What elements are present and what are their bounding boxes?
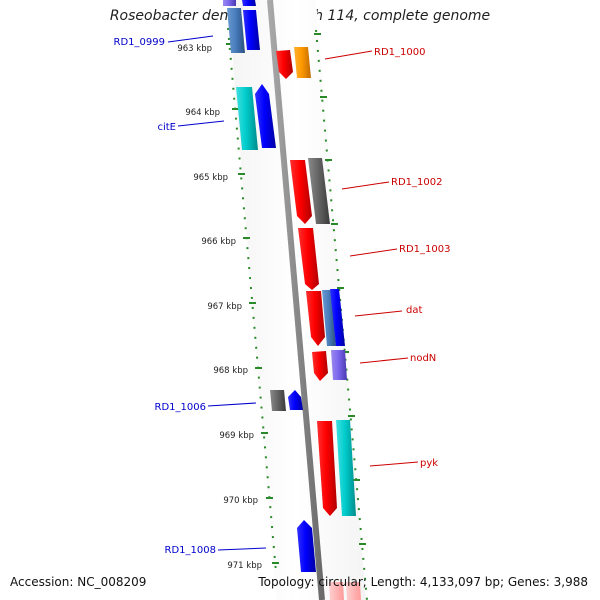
gene-block-rd1-1002-gray[interactable] [308, 158, 330, 224]
gene-label-nodn[interactable]: nodN [410, 353, 436, 364]
gene-block-rd1-1008-blue[interactable] [297, 520, 316, 572]
gene-block-rd1-0999-blue[interactable] [243, 10, 260, 50]
gene-label-rd1-1002[interactable]: RD1_1002 [391, 177, 442, 188]
scale-ticks-left [226, 43, 279, 564]
gene-block-nodn-purple[interactable] [331, 350, 347, 380]
gene-block-rd1-1006-gray[interactable] [270, 390, 286, 411]
gene-label-rd1-1003[interactable]: RD1_1003 [399, 244, 450, 255]
gene-block-pyk-cyan[interactable] [336, 420, 356, 516]
gene-label-rd1-1006[interactable]: RD1_1006 [155, 402, 206, 413]
scale-label: 968 kbp [213, 366, 248, 376]
scale-label: 966 kbp [201, 237, 236, 247]
gene-labels-right: RD1_1000 RD1_1002 RD1_1003 dat nodN pyk [374, 47, 450, 469]
gene-block-rd1-0999-steel[interactable] [227, 8, 245, 53]
gene-block-cite-cyan[interactable] [236, 87, 258, 150]
scale-label: 971 kbp [227, 561, 262, 571]
genome-backbone [267, 0, 325, 600]
genes-right-strand [276, 47, 361, 600]
gene-block-bottom-pink[interactable] [329, 582, 344, 600]
accession-text: Accession: NC_008209 [10, 575, 147, 589]
scale-label: 964 kbp [185, 108, 220, 118]
gene-block-rd1-1003-red[interactable] [298, 228, 319, 290]
gene-block-dat-red[interactable] [306, 291, 325, 346]
gene-label-pyk[interactable]: pyk [420, 458, 438, 469]
scale-label: 963 kbp [177, 44, 212, 54]
scale-label: 969 kbp [219, 431, 254, 441]
scale-label: 967 kbp [207, 302, 242, 312]
gene-labels-left: RD1_0999 citE RD1_1006 RD1_1008 [114, 37, 216, 556]
gene-label-cite[interactable]: citE [157, 122, 176, 133]
gene-block-nodn-red[interactable] [312, 351, 328, 381]
scale-label: 965 kbp [193, 173, 228, 183]
gene-block-bottom-pink-2[interactable] [346, 582, 361, 600]
gene-block-pyk-red[interactable] [317, 421, 337, 516]
gene-block-dat-steel[interactable] [322, 290, 336, 346]
gene-label-rd1-0999[interactable]: RD1_0999 [114, 37, 165, 48]
gene-block-rd1-1002-red[interactable] [290, 160, 312, 224]
leader-lines-right [324, 50, 419, 467]
gene-block-rd1-1000-red[interactable] [276, 50, 293, 79]
gene-label-rd1-1008[interactable]: RD1_1008 [165, 545, 216, 556]
scale-label: 970 kbp [223, 496, 258, 506]
left-guide-line [227, 27, 277, 573]
gene-block-dat-blue[interactable] [330, 289, 345, 346]
gene-label-rd1-1000[interactable]: RD1_1000 [374, 47, 425, 58]
gene-block-blue-top[interactable] [242, 0, 256, 6]
genes-left-strand [223, 0, 316, 572]
genome-summary-text: Topology: circular; Length: 4,133,097 bp… [258, 575, 588, 589]
gene-label-dat[interactable]: dat [406, 305, 422, 316]
gene-block-purple-top[interactable] [223, 0, 236, 6]
leader-lines-left [167, 35, 267, 551]
gene-block-cite-blue[interactable] [255, 84, 276, 148]
gene-block-rd1-1006-blue[interactable] [288, 390, 303, 410]
gene-block-rd1-1000-orange[interactable] [294, 47, 311, 78]
scale-labels: 963 kbp 964 kbp 965 kbp 966 kbp 967 kbp … [177, 44, 262, 571]
